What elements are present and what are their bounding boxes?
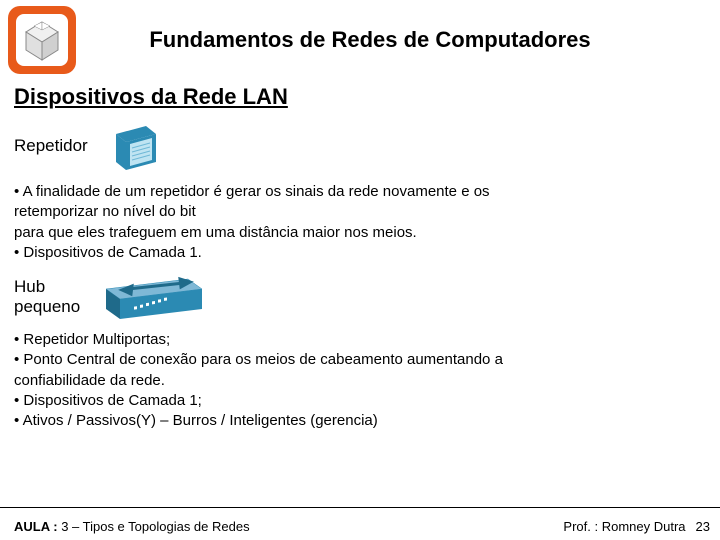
device-repeater-row: Repetidor [14, 116, 720, 176]
section-subtitle: Dispositivos da Rede LAN [14, 84, 720, 110]
device-hub-block: Hub pequeno [14, 269, 720, 324]
slide-title: Fundamentos de Redes de Computadores [90, 27, 650, 53]
footer-page: 23 [696, 519, 710, 534]
slide-footer: AULA : 3 – Tipos e Topologias de Redes P… [0, 519, 720, 534]
app-icon [6, 4, 78, 76]
device-hub-label: Hub pequeno [14, 277, 80, 317]
device-repeater-label: Repetidor [14, 136, 88, 156]
device-repeater-block: Repetidor [14, 116, 720, 176]
device-hub-row: Hub pequeno [14, 269, 720, 324]
footer-prof: Prof. : Romney Dutra [563, 519, 685, 534]
device-hub-bullets: • Repetidor Multiportas; • Ponto Central… [14, 330, 554, 431]
footer-right: Prof. : Romney Dutra 23 [563, 519, 710, 534]
hub-icon [98, 269, 208, 324]
footer-divider [0, 507, 720, 508]
footer-aula-text: 3 – Tipos e Topologias de Redes [58, 519, 250, 534]
footer-left: AULA : 3 – Tipos e Topologias de Redes [14, 519, 250, 534]
footer-aula-label: AULA : [14, 519, 58, 534]
repeater-icon [106, 116, 166, 176]
slide-header: Fundamentos de Redes de Computadores [0, 0, 720, 80]
device-repeater-bullets: • A finalidade de um repetidor é gerar o… [14, 182, 554, 263]
